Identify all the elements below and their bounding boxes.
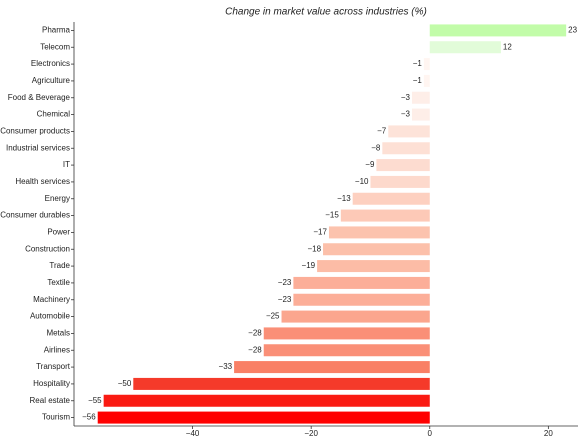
data-label: −33 <box>219 362 233 371</box>
bar <box>423 58 430 71</box>
y-tick-label: Transport <box>36 362 71 371</box>
bar <box>423 74 430 87</box>
bar <box>429 24 567 37</box>
chart-title: Change in market value across industries… <box>225 7 427 18</box>
data-label: −25 <box>266 312 280 321</box>
data-label: −56 <box>82 413 96 422</box>
data-label: −7 <box>377 127 387 136</box>
bar <box>97 411 430 424</box>
y-tick-label: Agriculture <box>32 76 71 85</box>
y-tick-label: Power <box>47 228 70 237</box>
bar <box>263 344 430 357</box>
y-tick-label: Health services <box>15 177 70 186</box>
y-tick-label: Automobile <box>30 312 71 321</box>
x-tick-label: −40 <box>186 429 200 438</box>
bar <box>388 125 430 138</box>
data-label: −1 <box>413 76 423 85</box>
data-label: 12 <box>503 42 512 51</box>
data-label: −18 <box>307 244 321 253</box>
data-label: −15 <box>325 211 339 220</box>
y-tick-label: IT <box>63 160 70 169</box>
data-label: −55 <box>88 396 102 405</box>
y-tick-label: Textile <box>47 278 70 287</box>
y-tick-label: Real estate <box>30 396 71 405</box>
data-label: −28 <box>248 345 262 354</box>
y-tick-label: Food & Beverage <box>8 93 71 102</box>
y-tick-label: Chemical <box>37 110 71 119</box>
y-tick-label: Tourism <box>42 413 70 422</box>
bar <box>293 293 430 306</box>
bar <box>293 276 430 289</box>
y-tick-label: Telecom <box>40 42 70 51</box>
bar <box>411 91 430 104</box>
data-label: −8 <box>371 143 381 152</box>
bar <box>370 175 430 188</box>
bar <box>323 243 430 256</box>
y-tick-label: Airlines <box>44 345 70 354</box>
bar <box>103 394 430 407</box>
x-tick-label: 0 <box>428 429 433 438</box>
y-tick-label: Energy <box>45 194 70 203</box>
data-label: −23 <box>278 295 292 304</box>
bar <box>317 260 430 273</box>
data-label: −1 <box>413 59 423 68</box>
y-tick-label: Consumer products <box>0 127 70 136</box>
y-tick-label: Consumer durables <box>0 211 70 220</box>
bar <box>263 327 430 340</box>
data-label: −28 <box>248 329 262 338</box>
data-label: −3 <box>401 110 411 119</box>
y-tick-label: Pharma <box>42 26 71 35</box>
bar <box>429 41 501 54</box>
data-label: 23 <box>568 26 577 35</box>
bar <box>234 361 430 374</box>
data-label: −9 <box>365 160 375 169</box>
bar <box>411 108 430 121</box>
y-tick-label: Construction <box>25 244 70 253</box>
bar <box>133 377 430 390</box>
y-tick-label: Trade <box>49 261 70 270</box>
bar <box>328 226 430 239</box>
y-tick-label: Metals <box>46 329 70 338</box>
x-tick-label: 20 <box>544 429 553 438</box>
data-label: −19 <box>302 261 316 270</box>
data-label: −3 <box>401 93 411 102</box>
data-label: −23 <box>278 278 292 287</box>
y-tick-label: Machinery <box>33 295 70 304</box>
bar <box>376 159 430 172</box>
data-label: −13 <box>337 194 351 203</box>
y-tick-label: Electronics <box>31 59 70 68</box>
bar <box>281 310 430 323</box>
y-tick-label: Industrial services <box>6 143 70 152</box>
bar <box>352 192 430 205</box>
bar <box>382 142 430 155</box>
data-label: −10 <box>355 177 369 186</box>
data-label: −50 <box>118 379 132 388</box>
y-tick-label: Hospitality <box>33 379 70 388</box>
data-label: −17 <box>313 228 327 237</box>
x-tick-label: −20 <box>304 429 318 438</box>
bar <box>340 209 430 222</box>
